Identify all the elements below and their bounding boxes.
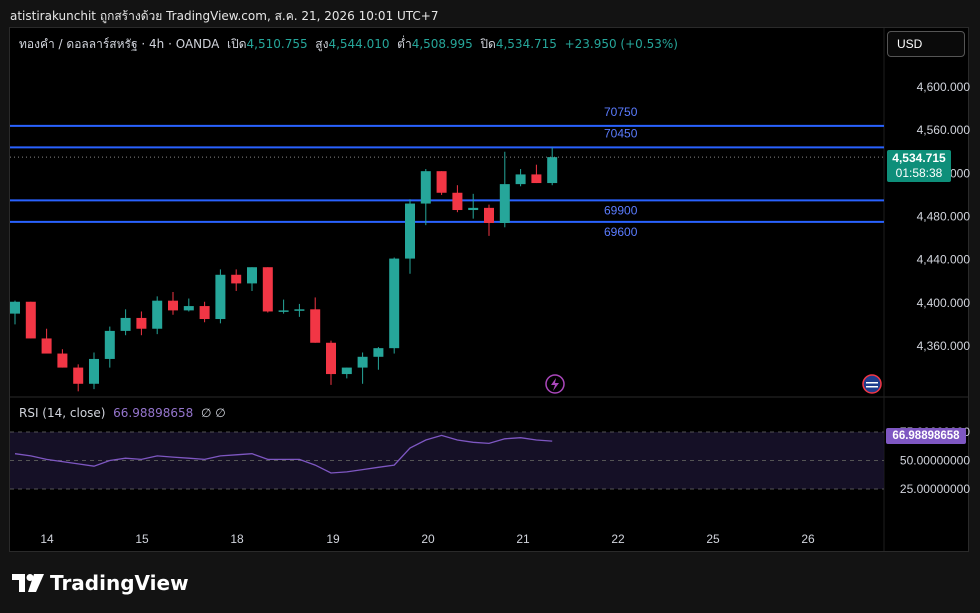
bar-countdown: 01:58:38 xyxy=(895,166,943,180)
candle-body xyxy=(484,207,494,223)
candle-body xyxy=(199,306,210,320)
last-price: 4,534.715 xyxy=(892,151,946,165)
candle-body xyxy=(231,274,242,284)
candle-body xyxy=(547,157,558,184)
high-value: 4,544.010 xyxy=(328,37,390,51)
change-value: +23.950 (+0.53%) xyxy=(564,37,678,51)
rsi-value-tag: 66.98898658 xyxy=(886,428,966,444)
x-tick-label: 26 xyxy=(801,532,815,546)
rsi-tick-label: 25.00000000 xyxy=(900,482,970,496)
us-flag-stripe xyxy=(866,382,878,384)
candle-body xyxy=(389,258,400,349)
x-tick-label: 25 xyxy=(706,532,720,546)
candle-body xyxy=(405,203,415,259)
candle-body xyxy=(104,330,115,359)
snapshot-caption: atistirakunchit ถูกสร้างด้วย TradingView… xyxy=(10,9,439,23)
candle-body xyxy=(262,267,273,312)
tradingview-logo[interactable]: TradingView xyxy=(12,570,189,596)
rsi-legend[interactable]: RSI (14, close) 66.98898658 ∅ ∅ xyxy=(19,406,226,420)
candle-body xyxy=(531,174,542,184)
candle-body xyxy=(89,358,99,384)
x-tick-label: 14 xyxy=(40,532,54,546)
us-flag-stripe xyxy=(866,386,878,388)
y-tick-label: 4,400.000 xyxy=(917,296,971,310)
x-tick-label: 20 xyxy=(421,532,435,546)
low-label: ต่ำ xyxy=(397,37,412,51)
candle-body xyxy=(41,338,52,354)
y-tick-label: 4,480.000 xyxy=(917,210,971,224)
candle-body xyxy=(25,301,36,339)
rsi-tick-label: 50.00000000 xyxy=(900,454,970,468)
candle-body xyxy=(499,184,510,223)
us-flag-icon xyxy=(862,374,882,394)
candle-body xyxy=(326,342,336,375)
y-tick-label: 4,360.000 xyxy=(917,339,971,353)
candle-body xyxy=(152,300,163,329)
logo-text: TradingView xyxy=(50,571,189,595)
candle-body xyxy=(436,171,447,193)
candle-body xyxy=(373,348,384,357)
x-tick-label: 19 xyxy=(326,532,340,546)
level-label: 69600 xyxy=(604,225,638,239)
candle-body xyxy=(468,207,479,211)
x-tick-label: 15 xyxy=(135,532,149,546)
candle-body xyxy=(10,301,20,314)
y-tick-label: 4,600.000 xyxy=(917,80,971,94)
y-tick-label: 4,560.000 xyxy=(917,123,971,137)
candle-body xyxy=(183,306,194,311)
candle-body xyxy=(294,309,305,311)
close-value: 4,534.715 xyxy=(495,37,557,51)
candle-body xyxy=(452,192,463,211)
flash-icon-bolt xyxy=(551,378,559,391)
flash-icon xyxy=(545,374,565,394)
currency-button[interactable]: USD xyxy=(887,31,965,57)
rsi-title: RSI (14, close) xyxy=(19,406,106,420)
candle-body xyxy=(57,353,68,368)
candle-body xyxy=(215,274,226,320)
x-tick-label: 21 xyxy=(516,532,530,546)
close-label: ปิด xyxy=(480,37,496,51)
candle-body xyxy=(420,171,431,204)
x-tick-label: 18 xyxy=(230,532,244,546)
level-label: 69900 xyxy=(604,203,638,217)
candle-body xyxy=(515,174,526,185)
candle-body xyxy=(73,367,84,384)
symbol-info-bar: ทองคำ / ดอลลาร์สหรัฐ · 4h · OANDA เปิด4,… xyxy=(19,35,678,54)
rsi-extra: ∅ ∅ xyxy=(200,406,226,420)
rsi-value: 66.98898658 xyxy=(113,406,194,420)
tradingview-logo-icon xyxy=(12,574,44,592)
candle-body xyxy=(247,267,257,284)
candle-body xyxy=(278,310,289,312)
y-tick-label: 4,440.000 xyxy=(917,253,971,267)
candle-body xyxy=(120,317,131,331)
rsi-line xyxy=(14,434,553,474)
candle-body xyxy=(357,356,368,368)
symbol-name[interactable]: ทองคำ / ดอลลาร์สหรัฐ · 4h · OANDA xyxy=(19,37,220,51)
high-label: สูง xyxy=(315,37,329,51)
candle-body xyxy=(168,300,178,311)
last-price-tag: 4,534.715 01:58:38 xyxy=(887,150,951,182)
candle-body xyxy=(341,367,352,375)
x-tick-label: 22 xyxy=(611,532,625,546)
candle-body xyxy=(310,309,321,343)
open-value: 4,510.755 xyxy=(246,37,308,51)
level-label: 70750 xyxy=(604,105,638,119)
open-label: เปิด xyxy=(227,37,247,51)
low-value: 4,508.995 xyxy=(411,37,473,51)
candle-body xyxy=(136,317,147,329)
level-label: 70450 xyxy=(604,126,638,140)
